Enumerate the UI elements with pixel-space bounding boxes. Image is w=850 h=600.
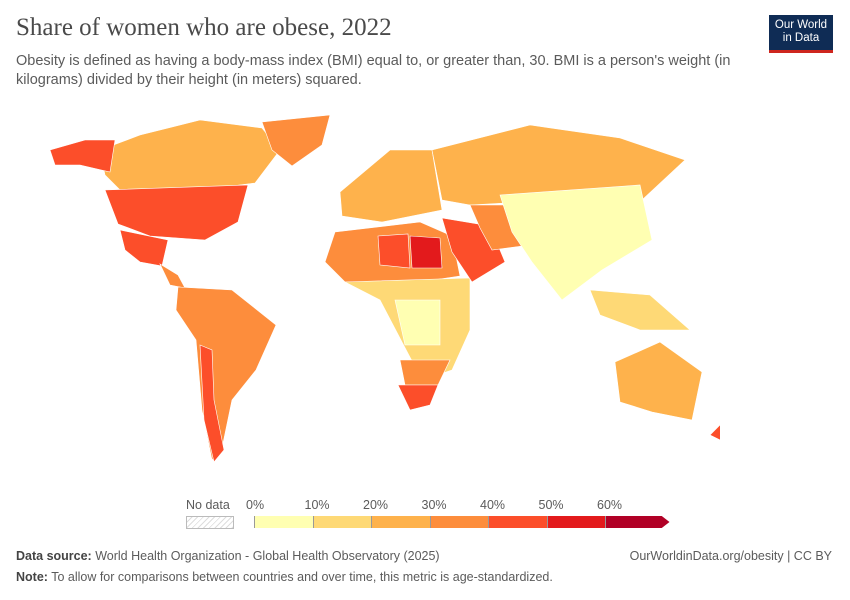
country-europe[interactable] — [339, 149, 443, 223]
legend-bin-60+[interactable] — [605, 516, 670, 528]
note-text: To allow for comparisons between countri… — [51, 570, 553, 584]
legend-tick: 40% — [480, 498, 506, 512]
chart-title: Share of women who are obese, 2022 — [16, 14, 392, 41]
country-new-zealand[interactable] — [709, 410, 720, 441]
chart-subtitle: Obesity is defined as having a body-mass… — [16, 53, 731, 88]
source-text[interactable]: World Health Organization - Global Healt… — [95, 549, 440, 563]
note-label: Note: — [16, 570, 48, 584]
country-united-states[interactable] — [104, 184, 249, 241]
country-libya[interactable] — [377, 233, 411, 269]
country-south-america[interactable] — [175, 286, 277, 461]
legend-bin-40-50[interactable] — [488, 516, 547, 528]
legend-bin-30-40[interactable] — [429, 516, 488, 528]
world-map[interactable] — [0, 110, 720, 480]
legend-tick: 0% — [246, 498, 265, 512]
country-canada[interactable] — [99, 119, 281, 191]
country-alaska[interactable] — [49, 139, 116, 173]
country-southeast-asia[interactable] — [589, 289, 691, 331]
country-australia[interactable] — [614, 341, 703, 421]
legend-bin-10-20[interactable] — [312, 516, 371, 528]
country-chile-argentina[interactable] — [199, 344, 225, 463]
country-china-south-asia[interactable] — [499, 184, 653, 301]
country-central-america[interactable] — [159, 263, 186, 289]
source-label: Data source: — [16, 549, 92, 563]
legend-tick: 30% — [421, 498, 447, 512]
country-mexico[interactable] — [119, 229, 169, 267]
legend-bin-0-10[interactable] — [254, 516, 313, 528]
country-greenland[interactable] — [261, 114, 331, 167]
country-central-africa[interactable] — [394, 299, 441, 346]
legend-no-data-label: No data — [186, 498, 230, 512]
owid-logo[interactable]: Our World in Data — [769, 15, 833, 53]
country-southern-africa[interactable] — [399, 359, 451, 386]
legend-bin-20-30[interactable] — [371, 516, 430, 528]
data-source: Data source: World Health Organization -… — [16, 549, 440, 563]
note: Note: To allow for comparisons between c… — [16, 570, 553, 584]
country-egypt[interactable] — [409, 235, 443, 269]
legend-tick: 10% — [304, 498, 330, 512]
legend-tick: 20% — [363, 498, 389, 512]
legend-tick: 50% — [538, 498, 564, 512]
country-south-africa[interactable] — [397, 384, 439, 411]
legend-no-data-swatch[interactable] — [186, 516, 234, 529]
legend-bin-50-60[interactable] — [546, 516, 605, 528]
legend-tick: 60% — [597, 498, 623, 512]
owid-url[interactable]: OurWorldinData.org/obesity | CC BY — [629, 549, 832, 563]
